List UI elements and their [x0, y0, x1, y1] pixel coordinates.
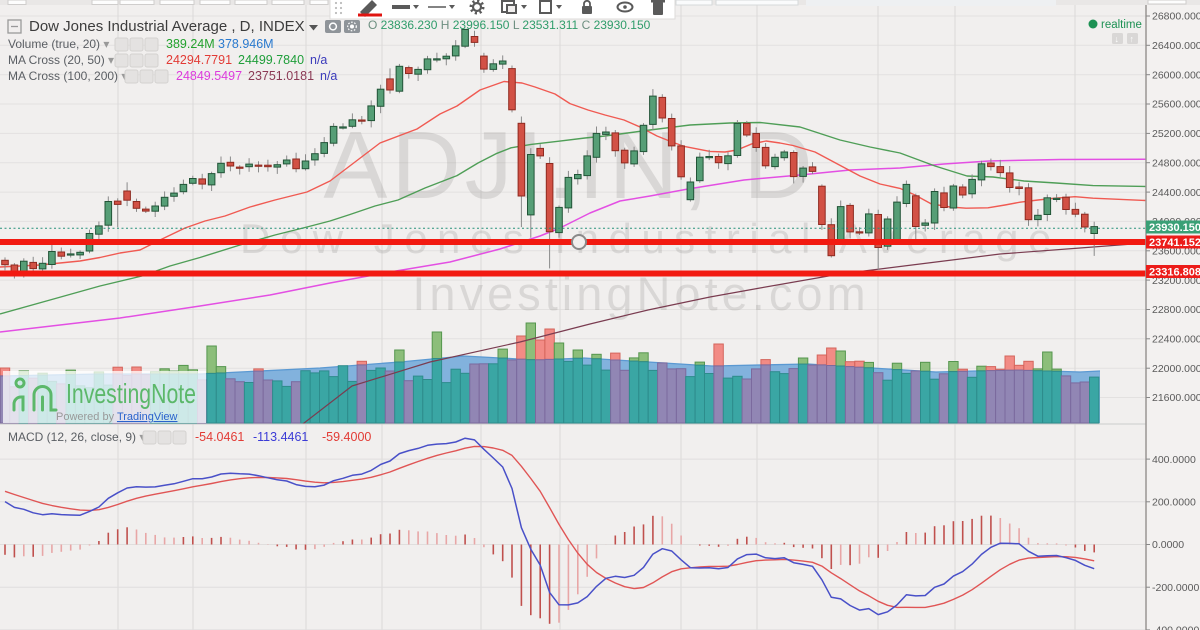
svg-text:-113.4461: -113.4461 [253, 430, 308, 444]
svg-text:-400.0000: -400.0000 [1152, 625, 1199, 630]
svg-text:Dow Jones Industrial Average ,: Dow Jones Industrial Average , D, INDEX [29, 18, 305, 35]
svg-text:n/a: n/a [320, 69, 337, 83]
svg-text:26400.000: 26400.000 [1152, 40, 1200, 52]
svg-text:InvestingNote: InvestingNote [66, 378, 196, 409]
svg-text:MACD (12, 26, close, 9) ▾: MACD (12, 26, close, 9) ▾ [8, 430, 145, 444]
svg-text:↑: ↑ [1130, 34, 1135, 44]
svg-text:22000.000: 22000.000 [1152, 363, 1200, 375]
svg-text:23751.0181: 23751.0181 [248, 69, 314, 83]
svg-text:200.0000: 200.0000 [1152, 497, 1196, 509]
svg-text:-54.0461: -54.0461 [195, 430, 244, 444]
svg-text:↓: ↓ [1115, 34, 1120, 44]
svg-text:24800.000: 24800.000 [1152, 157, 1200, 169]
svg-text:MA Cross (20, 50) ▾: MA Cross (20, 50) ▾ [8, 53, 114, 67]
svg-text:26800.000: 26800.000 [1152, 11, 1200, 23]
svg-text:21600.000: 21600.000 [1152, 392, 1200, 404]
svg-text:24499.7840: 24499.7840 [238, 53, 304, 67]
svg-text:-200.0000: -200.0000 [1152, 582, 1199, 594]
svg-text:22400.000: 22400.000 [1152, 334, 1200, 346]
svg-text:25600.000: 25600.000 [1152, 99, 1200, 111]
svg-text:378.946M: 378.946M [218, 37, 274, 51]
svg-text:n/a: n/a [310, 53, 327, 67]
svg-text:23316.808: 23316.808 [1149, 267, 1200, 279]
svg-text:22800.000: 22800.000 [1152, 304, 1200, 316]
svg-text:-59.4000: -59.4000 [322, 430, 371, 444]
svg-text:0.0000: 0.0000 [1152, 539, 1184, 551]
svg-text:Powered by TradingView: Powered by TradingView [56, 411, 178, 423]
svg-text:400.0000: 400.0000 [1152, 454, 1196, 466]
svg-text:23930.150: 23930.150 [1149, 222, 1200, 234]
svg-text:23741.152: 23741.152 [1149, 237, 1200, 249]
svg-text:MA Cross (100, 200) ▾: MA Cross (100, 200) ▾ [8, 69, 127, 83]
svg-text:389.24M: 389.24M [166, 37, 215, 51]
svg-text:O 23836.230 H 23996.150 L 2353: O 23836.230 H 23996.150 L 23531.311 C 23… [368, 18, 651, 32]
svg-text:realtime: realtime [1101, 19, 1142, 31]
svg-text:25200.000: 25200.000 [1152, 128, 1200, 140]
svg-text:24400.000: 24400.000 [1152, 187, 1200, 199]
svg-text:Volume (true, 20) ▾: Volume (true, 20) ▾ [8, 37, 109, 51]
svg-text:24849.5497: 24849.5497 [176, 69, 242, 83]
svg-text:26000.000: 26000.000 [1152, 69, 1200, 81]
svg-text:24294.7791: 24294.7791 [166, 53, 232, 67]
